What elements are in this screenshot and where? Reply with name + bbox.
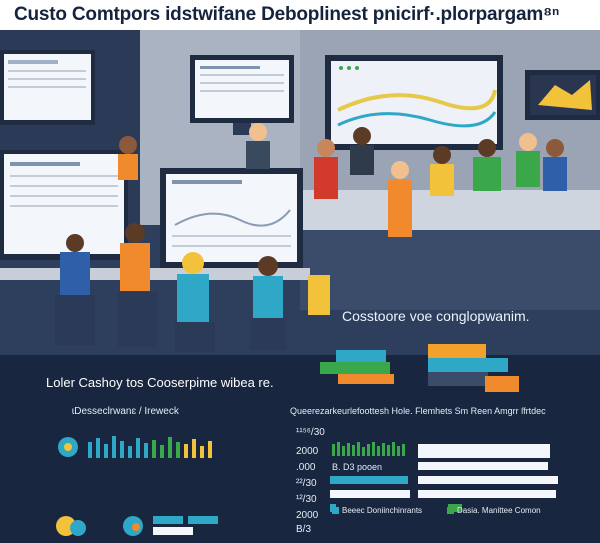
scene-caption: Cosstoore voe conglopwanim. <box>342 308 530 324</box>
panel-left-subtitle: ɩDesseclrwanɛ / Ireweck <box>72 406 179 417</box>
chairs <box>55 292 286 352</box>
axis-label: ¹²/30 <box>296 494 317 505</box>
stacked-blocks-left <box>320 350 394 384</box>
monitor-wall-center <box>325 55 503 150</box>
page-title: Custo Comtpors idstwifane Deboplinest pn… <box>14 4 560 25</box>
yellow-box <box>308 275 330 315</box>
legend-label: Dasia. Manittee Comon <box>457 506 541 515</box>
panel-right-subtitle: Queerezarkeurlefoottesh Hole. Flemhets S… <box>290 406 546 416</box>
axis-label: 2000 <box>296 510 319 521</box>
mini-bar-chart-right <box>330 442 558 512</box>
monitor-wall-right <box>525 70 600 120</box>
axis-label: B/3 <box>296 524 312 535</box>
monitor-top-center <box>190 55 294 135</box>
panel-left-title: Loler Cashoy tos Cooserpime wibea re. <box>46 375 274 390</box>
legend-label: Beeec Doniinchinrants <box>342 506 423 515</box>
person-group <box>60 123 567 324</box>
mini-bar-chart-left <box>58 436 212 458</box>
axis-label: ²²/30 <box>296 478 317 489</box>
legend-item: Beeec Doniinchinrants <box>332 506 422 515</box>
legend-swatch-icon <box>332 507 339 515</box>
monitor-top-left <box>0 50 95 125</box>
headline-banner: Custo Comtpors idstwifane Deboplinest pn… <box>0 0 600 30</box>
monitor-front-center <box>160 168 303 268</box>
axis-label: .000 <box>296 462 316 473</box>
legend-item: Dasia. Manittee Comon <box>447 506 541 515</box>
monitor-front-left <box>0 150 128 260</box>
legend-swatch-icon <box>447 507 454 515</box>
icon-row-left <box>56 516 218 536</box>
axis-label: 2000 <box>296 446 319 457</box>
bar-label: B. D3 pooen <box>332 462 383 472</box>
axis-label: ¹¹⁵⁶/30 <box>296 427 325 438</box>
office-illustration <box>0 30 600 355</box>
stacked-blocks-right <box>428 344 519 392</box>
